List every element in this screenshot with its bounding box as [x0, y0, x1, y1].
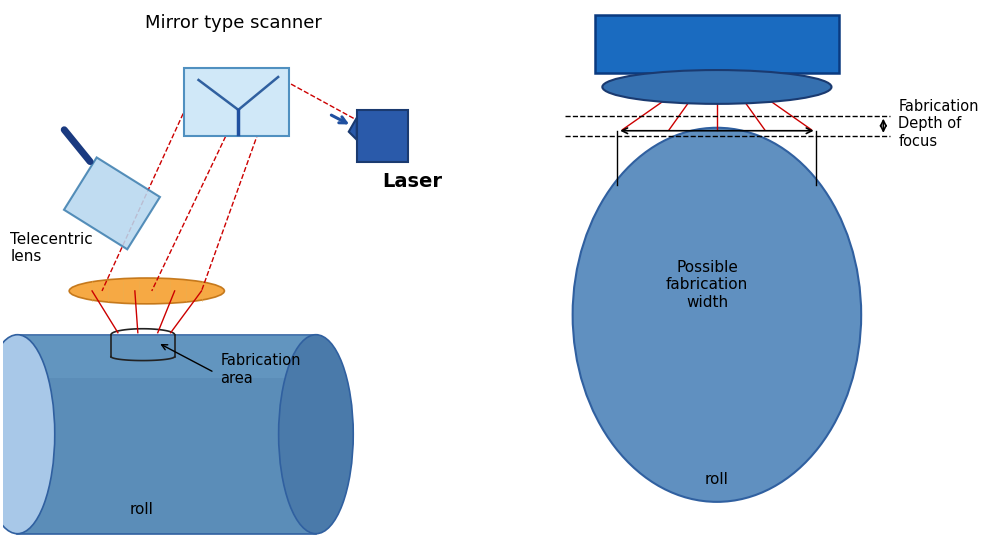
- Polygon shape: [184, 68, 289, 135]
- Text: Laser: Laser: [383, 172, 443, 191]
- Text: roll: roll: [130, 502, 153, 517]
- Text: Mirror type scanner: Mirror type scanner: [145, 14, 322, 32]
- Ellipse shape: [0, 335, 55, 534]
- Text: Fabrication
Depth of
focus: Fabrication Depth of focus: [898, 99, 979, 149]
- Polygon shape: [595, 15, 839, 73]
- Polygon shape: [357, 110, 409, 161]
- Ellipse shape: [279, 335, 354, 534]
- Text: Fabrication
area: Fabrication area: [220, 353, 301, 386]
- Polygon shape: [64, 158, 160, 249]
- Polygon shape: [17, 335, 316, 534]
- Ellipse shape: [602, 70, 832, 104]
- Text: Possible
fabrication
width: Possible fabrication width: [666, 260, 748, 310]
- Text: roll: roll: [705, 472, 728, 488]
- Ellipse shape: [69, 278, 224, 304]
- Text: Scanner and telecentric lens: Scanner and telecentric lens: [612, 36, 822, 51]
- Text: Telecentric
lens: Telecentric lens: [10, 232, 93, 264]
- Ellipse shape: [572, 128, 861, 502]
- Polygon shape: [17, 335, 316, 378]
- Polygon shape: [349, 118, 357, 140]
